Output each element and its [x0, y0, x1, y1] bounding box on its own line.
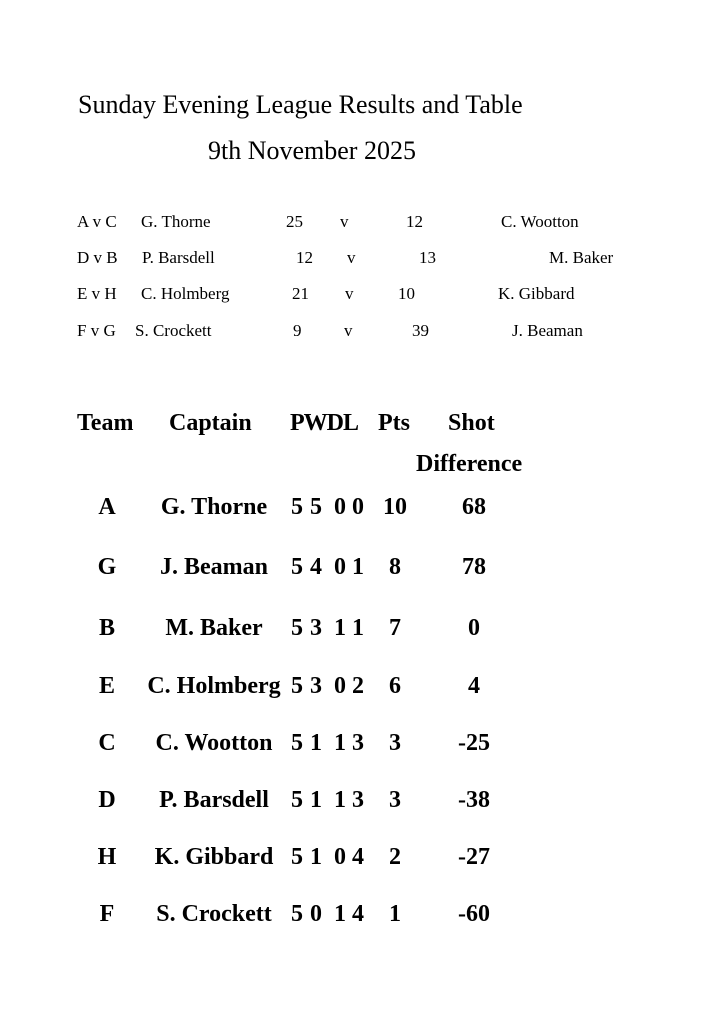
table-lost: 3: [352, 787, 364, 813]
result-versus: v: [347, 248, 356, 267]
page-title: Sunday Evening League Results and Table: [78, 90, 523, 119]
table-shot-difference: 68: [462, 494, 486, 520]
table-captain: C. Wootton: [155, 730, 273, 756]
table-played: 5: [291, 730, 303, 756]
table-played: 5: [291, 615, 303, 641]
table-won: 1: [310, 730, 322, 756]
result-away-captain: M. Baker: [549, 248, 614, 267]
table-team: E: [98, 673, 116, 699]
table-team: D: [98, 787, 116, 813]
result-home-captain: S. Crockett: [135, 321, 212, 340]
result-away-score: 10: [398, 284, 415, 303]
result-home-captain: G. Thorne: [141, 212, 211, 231]
result-fixture: D v B: [77, 248, 118, 267]
table-team: F: [99, 901, 115, 927]
table-points: 6: [389, 673, 401, 699]
page-date: 9th November 2025: [208, 136, 416, 165]
result-away-captain: J. Beaman: [512, 321, 583, 340]
table-lost: 1: [352, 615, 364, 641]
header-shot: Shot: [448, 410, 495, 436]
table-captain: J. Beaman: [160, 554, 268, 580]
result-home-score: 9: [293, 321, 302, 340]
table-played: 5: [291, 673, 303, 699]
table-captain: G. Thorne: [160, 494, 268, 520]
table-points: 7: [389, 615, 401, 641]
table-points: 3: [389, 787, 401, 813]
result-away-score: 12: [406, 212, 423, 231]
table-lost: 2: [352, 673, 364, 699]
result-home-score: 21: [292, 284, 309, 303]
table-captain: M. Baker: [165, 615, 263, 641]
table-team: G: [97, 554, 117, 580]
table-played: 5: [291, 787, 303, 813]
table-drawn: 0: [334, 844, 346, 870]
header-team: Team: [77, 410, 134, 436]
result-versus: v: [340, 212, 349, 231]
table-team: A: [98, 494, 116, 520]
table-drawn: 0: [334, 554, 346, 580]
table-captain: P. Barsdell: [159, 787, 269, 813]
table-captain: K. Gibbard: [154, 844, 274, 870]
result-away-captain: K. Gibbard: [498, 284, 575, 303]
result-away-score: 13: [419, 248, 436, 267]
table-shot-difference: 0: [468, 615, 480, 641]
table-won: 5: [310, 494, 322, 520]
result-home-captain: C. Holmberg: [141, 284, 230, 303]
table-points: 3: [389, 730, 401, 756]
result-fixture: A v C: [77, 212, 117, 231]
table-team: C: [98, 730, 116, 756]
result-home-score: 12: [296, 248, 313, 267]
table-won: 4: [310, 554, 322, 580]
table-shot-difference: -38: [458, 787, 490, 813]
header-pts: Pts: [378, 410, 410, 436]
table-lost: 4: [352, 844, 364, 870]
table-lost: 4: [352, 901, 364, 927]
table-team: H: [97, 844, 117, 870]
table-lost: 0: [352, 494, 364, 520]
table-won: 1: [310, 787, 322, 813]
table-won: 3: [310, 615, 322, 641]
result-fixture: E v H: [77, 284, 117, 303]
table-drawn: 1: [334, 730, 346, 756]
table-drawn: 0: [334, 673, 346, 699]
result-home-captain: P. Barsdell: [142, 248, 215, 267]
table-won: 3: [310, 673, 322, 699]
table-points: 8: [389, 554, 401, 580]
table-played: 5: [291, 494, 303, 520]
table-points: 2: [389, 844, 401, 870]
result-away-score: 39: [412, 321, 429, 340]
result-versus: v: [344, 321, 353, 340]
table-won: 0: [310, 901, 322, 927]
header-difference: Difference: [416, 451, 523, 477]
table-played: 5: [291, 844, 303, 870]
table-won: 1: [310, 844, 322, 870]
table-shot-difference: -60: [458, 901, 490, 927]
table-played: 5: [291, 554, 303, 580]
table-shot-difference: -25: [458, 730, 490, 756]
table-team: B: [98, 615, 116, 641]
table-drawn: 1: [334, 787, 346, 813]
table-captain: S. Crockett: [156, 901, 272, 927]
table-shot-difference: -27: [458, 844, 490, 870]
header-captain: Captain: [169, 410, 252, 436]
table-drawn: 1: [334, 901, 346, 927]
table-lost: 1: [352, 554, 364, 580]
table-shot-difference: 4: [468, 673, 480, 699]
table-drawn: 0: [334, 494, 346, 520]
result-away-captain: C. Wootton: [501, 212, 579, 231]
table-captain: C. Holmberg: [147, 673, 281, 699]
result-fixture: F v G: [77, 321, 116, 340]
table-points: 10: [383, 494, 407, 520]
table-shot-difference: 78: [462, 554, 486, 580]
table-drawn: 1: [334, 615, 346, 641]
result-versus: v: [345, 284, 354, 303]
header-pwdl: PWDL: [290, 410, 359, 436]
table-points: 1: [389, 901, 401, 927]
table-lost: 3: [352, 730, 364, 756]
table-played: 5: [291, 901, 303, 927]
result-home-score: 25: [286, 212, 303, 231]
